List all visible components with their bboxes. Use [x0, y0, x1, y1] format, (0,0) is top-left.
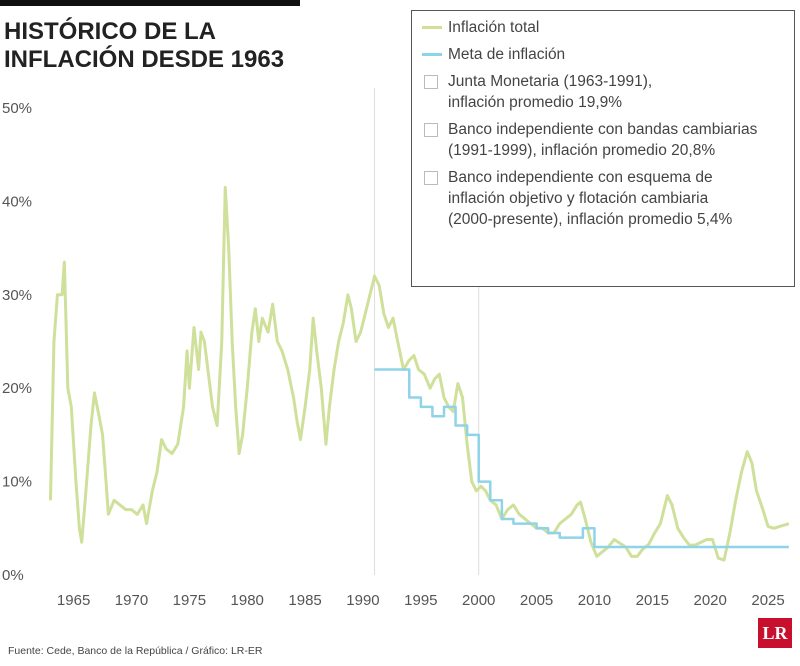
- legend-swatch: [422, 26, 442, 29]
- chart-title: HISTÓRICO DE LA INFLACIÓN DESDE 1963: [4, 18, 284, 74]
- x-tick-label: 2010: [578, 592, 611, 609]
- x-tick-label: 1995: [404, 592, 437, 609]
- legend-label: Banco independiente con bandas cambiaria…: [448, 121, 758, 138]
- legend-text: Banco independiente con bandas cambiaria…: [448, 119, 757, 161]
- x-tick-label: 2005: [520, 592, 553, 609]
- plot-area: 0% 10% 20% 30% 40% 50% 1965 1970 1975 1980 1985 199…: [2, 88, 790, 609]
- y-tick-label: 10%: [2, 474, 32, 491]
- legend-box: [424, 123, 438, 137]
- x-tick-label: 1980: [231, 592, 264, 609]
- x-tick-label: 2020: [694, 592, 727, 609]
- title-line: HISTÓRICO DE LA: [4, 18, 217, 45]
- legend-label: inflación promedio 19,9%: [448, 94, 623, 111]
- legend-label: Meta de inflación: [448, 46, 566, 63]
- x-tick-label: 1965: [57, 592, 90, 609]
- x-tick-label: 2025: [751, 592, 784, 609]
- legend-text: Meta de inflación: [448, 44, 565, 65]
- legend-key: [420, 44, 448, 65]
- legend-text: Junta Monetaria (1963-1991), inflación pr…: [448, 71, 652, 113]
- legend-text: Banco independiente con esquema de inflac…: [448, 167, 732, 230]
- series-line: [48, 185, 790, 562]
- source: Fuente: Cede, Banco de la República / Gr…: [8, 645, 263, 657]
- legend-item: Inflación total: [420, 17, 786, 38]
- legend-item: Banco independiente con esquema de inflac…: [420, 167, 786, 230]
- legend-label: Banco independiente con esquema de: [448, 169, 713, 186]
- y-tick-label: 30%: [2, 287, 32, 304]
- x-tick-label: 1990: [346, 592, 379, 609]
- legend-text: Inflación total: [448, 17, 539, 38]
- legend-key: [420, 17, 448, 38]
- legend-label: (1991-1999), inflación promedio 20,8%: [448, 142, 716, 159]
- legend-swatch: [422, 53, 442, 56]
- x-tick-label: 1970: [115, 592, 148, 609]
- legend-item: Junta Monetaria (1963-1991), inflación pr…: [420, 71, 786, 113]
- y-tick-label: 0%: [2, 567, 24, 584]
- legend-box: [424, 75, 438, 89]
- y-tick-label: 20%: [2, 380, 32, 397]
- x-tick-label: 2000: [462, 592, 495, 609]
- legend-item: Banco independiente con bandas cambiaria…: [420, 119, 786, 161]
- legend-label: (2000-presente), inflación promedio 5,4%: [448, 211, 733, 228]
- legend: Inflación total Meta de inflación Junta Mo…: [411, 10, 795, 287]
- legend-label: Inflación total: [448, 19, 540, 36]
- x-tick-label: 1975: [173, 592, 206, 609]
- y-tick-label: 40%: [2, 193, 32, 210]
- legend-label: Junta Monetaria (1963-1991),: [448, 73, 653, 90]
- legend-key: [420, 71, 448, 92]
- legend-item: Meta de inflación: [420, 44, 786, 65]
- legend-key: [420, 167, 448, 188]
- legend-box: [424, 171, 438, 185]
- series-line: [374, 368, 789, 549]
- title-line: INFLACIÓN DESDE 1963: [4, 46, 285, 73]
- y-tick-label: 50%: [2, 100, 32, 117]
- x-tick-label: 2015: [636, 592, 669, 609]
- legend-key: [420, 119, 448, 140]
- logo: LR: [758, 618, 792, 648]
- x-tick-label: 1985: [288, 592, 321, 609]
- legend-label: inflación objetivo y flotación cambiaria: [448, 190, 709, 207]
- top-bar: [0, 0, 300, 6]
